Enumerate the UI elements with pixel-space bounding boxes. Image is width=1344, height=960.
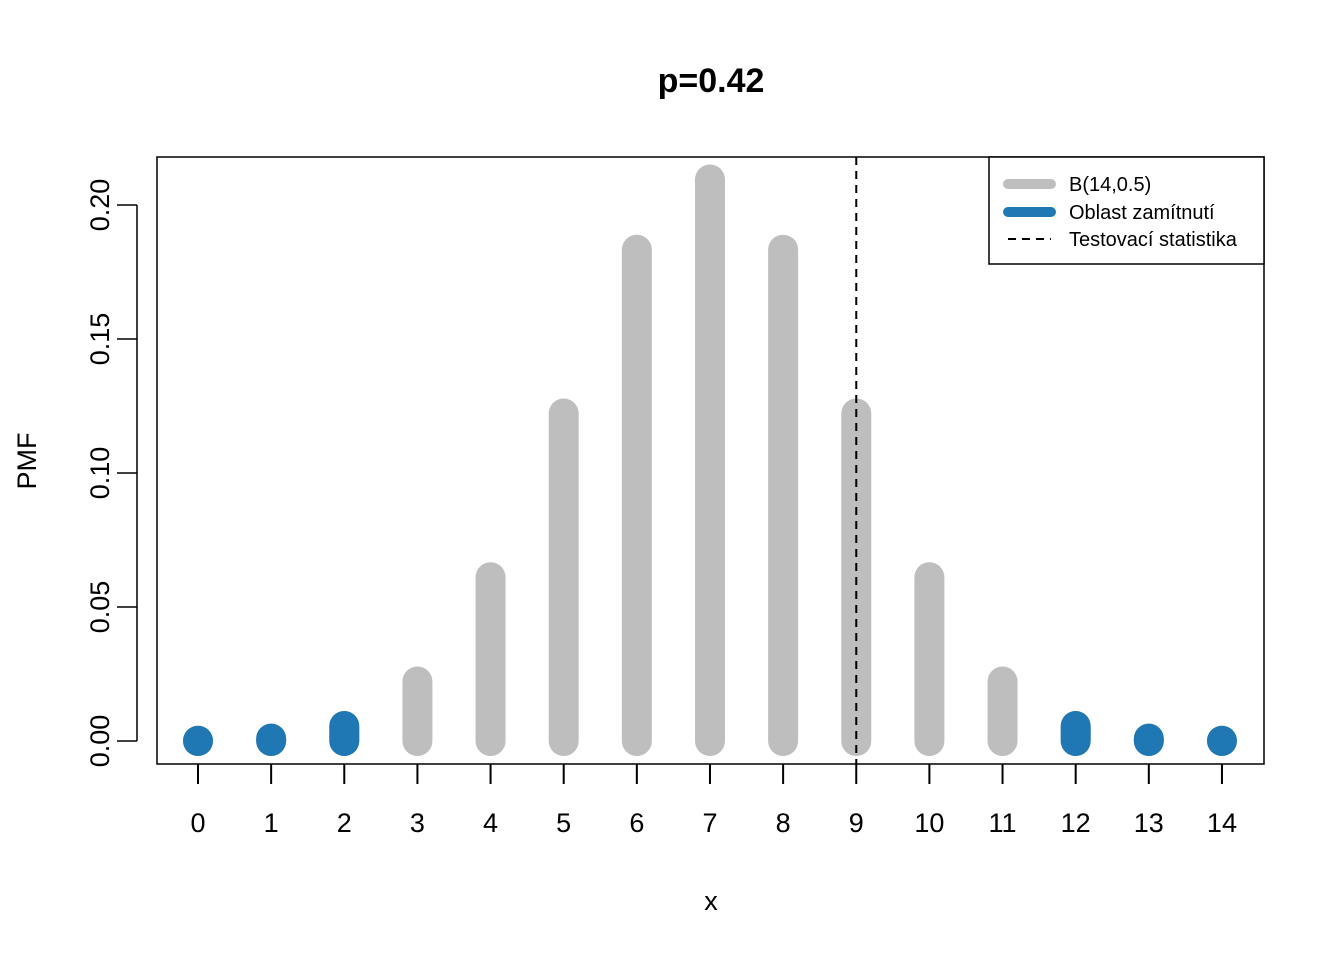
y-tick-label: 0.05 [85, 581, 115, 634]
x-axis-label: x [704, 886, 718, 916]
x-tick-label: 7 [702, 808, 717, 838]
x-tick-label: 2 [337, 808, 352, 838]
y-axis: 0.00 0.05 0.10 0.15 0.20 [85, 179, 138, 768]
x-tick-label: 13 [1134, 808, 1164, 838]
x-tick-label: 8 [776, 808, 791, 838]
legend-label-rejection: Oblast zamítnutí [1069, 202, 1215, 224]
y-tick-label: 0.15 [85, 313, 115, 366]
x-tick-label: 4 [483, 808, 498, 838]
y-tick-label: 0.20 [85, 179, 115, 232]
x-tick-label: 11 [989, 808, 1017, 838]
x-tick-label: 1 [264, 808, 279, 838]
x-axis: 0 1 2 3 4 5 6 7 8 9 10 11 12 13 14 [190, 764, 1237, 838]
legend-label-statistic: Testovací statistika [1069, 229, 1238, 251]
x-tick-label: 0 [190, 808, 205, 838]
legend-label-binomial: B(14,0.5) [1069, 174, 1151, 196]
x-tick-label: 9 [849, 808, 864, 838]
x-tick-label: 14 [1207, 808, 1237, 838]
chart-title: p=0.42 [658, 62, 765, 100]
y-tick-label: 0.00 [85, 715, 115, 768]
legend: B(14,0.5) Oblast zamítnutí Testovací sta… [988, 156, 1265, 265]
x-tick-label: 6 [629, 808, 644, 838]
rejection-bars-layer [183, 710, 1237, 756]
x-tick-label: 10 [914, 808, 944, 838]
x-tick-label: 12 [1061, 808, 1091, 838]
y-tick-label: 0.10 [85, 447, 115, 500]
y-axis-label: PMF [12, 433, 42, 490]
x-tick-label: 5 [556, 808, 571, 838]
x-tick-label: 3 [410, 808, 425, 838]
